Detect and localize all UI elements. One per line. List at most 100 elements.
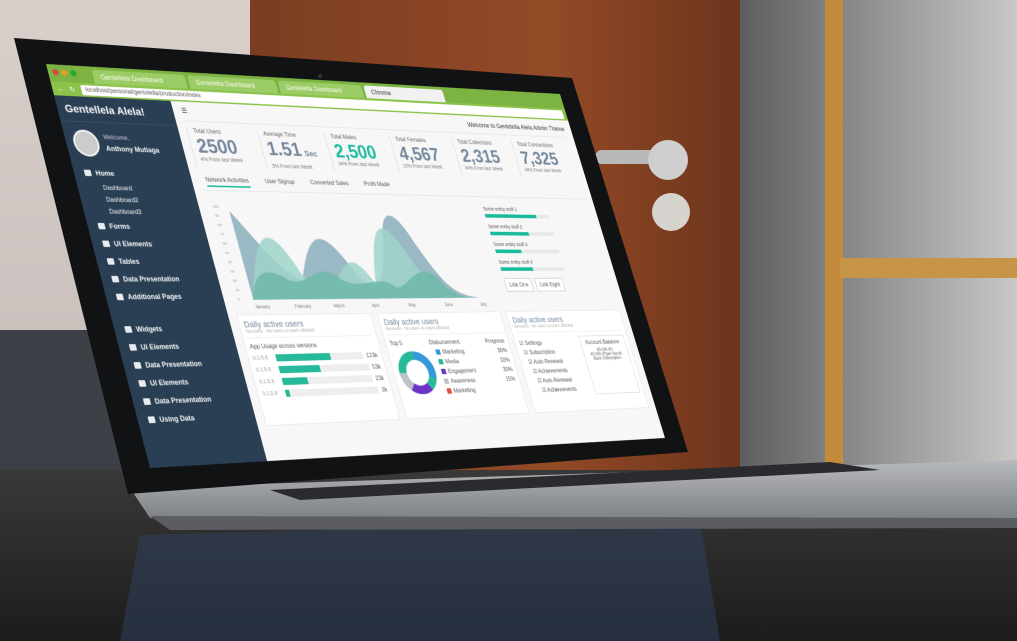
progress-label: Some entity stuff 4 — [498, 260, 534, 266]
sidebar-item-label: Dashboard2 — [105, 196, 140, 204]
legend-item: Marketing 30% — [434, 347, 508, 356]
settings-item[interactable]: ☑ Settings — [518, 339, 577, 347]
menu-icon — [101, 240, 111, 247]
usage-value: 53k — [371, 363, 382, 371]
usage-bar — [281, 375, 374, 386]
link-button[interactable]: Link One — [503, 277, 535, 292]
sidebar-item[interactable]: UI Elements — [90, 235, 211, 253]
hamburger-icon[interactable]: ☰ — [180, 106, 189, 115]
chart-links: Link One Link Eight — [503, 277, 571, 292]
stat-number: 2500 — [194, 134, 241, 159]
sidebar-item-label: Dashboard3 — [108, 208, 143, 216]
settings-item[interactable]: ☑ Auto Renewal — [537, 376, 589, 384]
usage-value: 23k — [374, 374, 385, 382]
stat-value: 4,567 — [396, 142, 454, 165]
link-button[interactable]: Link Eight — [533, 277, 567, 292]
settings-item[interactable]: ☑ Subscription — [523, 348, 580, 356]
stat-value: 7,325 — [518, 147, 572, 169]
settings-item[interactable]: ☑ Achievements — [532, 367, 586, 375]
sidebar-item-label: Data Presentation — [122, 275, 181, 284]
legend-label: Awareness — [450, 376, 477, 385]
door-lock — [652, 193, 690, 231]
profile: Welcome, Anthony Mutiaga — [61, 121, 189, 167]
panel-heading: App Usage across versions — [248, 341, 318, 351]
progress-bar — [484, 213, 550, 219]
area-series — [245, 271, 480, 300]
stat-number: 4,567 — [396, 142, 442, 166]
menu-icon — [115, 293, 125, 301]
settings-item[interactable]: ☑ Auto Renewal — [527, 357, 583, 366]
chart-tab[interactable]: Network Activities — [204, 176, 251, 188]
stat-sub: 34% From last Week — [524, 167, 563, 174]
sidebar-item[interactable]: Tables — [95, 253, 216, 271]
usage-row: 0.1.5.6 3k — [262, 386, 388, 398]
chart-tab[interactable]: User Signup — [264, 177, 296, 186]
user-name: Anthony Mutiaga — [105, 144, 161, 154]
laptop-base — [130, 460, 1017, 520]
menu-icon — [128, 344, 138, 351]
legend-label: Engagement — [447, 367, 478, 375]
back-icon[interactable]: ← — [55, 84, 65, 93]
sidebar-item[interactable]: Data Presentation — [99, 270, 220, 288]
stat-card: Total Users 2500 4% From last Week — [185, 127, 267, 169]
settings-item[interactable]: ☑ Achievements — [541, 385, 591, 394]
main-content: ☰ Welcome to Gentelella Alela Admin Theme… — [171, 101, 665, 461]
reload-icon[interactable]: ↻ — [68, 84, 76, 93]
settings-label: Settings — [523, 339, 543, 347]
stat-number: 7,325 — [517, 147, 561, 170]
legend-item: Media 10% — [437, 356, 511, 365]
progress-label: Some entity stuff 3 — [492, 242, 529, 248]
menu-icon — [97, 222, 106, 230]
legend-swatch — [440, 368, 447, 375]
stat-sub: 12% From last Week — [402, 163, 444, 171]
sidebar-item-label: Data Presentation — [144, 359, 203, 370]
y-tick-label: 100 — [212, 204, 220, 209]
sidebar-item-label: Using Data — [158, 413, 196, 424]
stat-number: 2,500 — [331, 139, 379, 164]
panel-note: No users vs users affected — [404, 326, 450, 332]
progress-bar — [489, 231, 555, 236]
version-label: 0.1.5.6 — [255, 367, 272, 374]
stat-number: 2,315 — [458, 144, 503, 168]
col-header: Top 5 — [388, 339, 404, 347]
sidebar-item-label: UI Elements — [112, 239, 154, 249]
sidebar-item-label: Forms — [108, 222, 131, 231]
balance-line: Basic Subscription — [593, 356, 623, 362]
legend-label: Media — [444, 357, 460, 365]
area-chart: January February March April May June July 0 10 2… — [212, 204, 488, 310]
legend-swatch — [437, 359, 444, 365]
stat-value: 2,500 — [331, 140, 391, 164]
usage-bar — [284, 386, 380, 397]
legend-item: Marketing — [446, 385, 519, 394]
stat-value: 2500 — [194, 134, 259, 159]
chart-tab[interactable]: Profit Made — [362, 180, 391, 188]
version-label: 0.1.5.6 — [252, 355, 269, 362]
sidebar-item-label: Data Presentation — [153, 395, 213, 406]
progress-bar — [500, 267, 565, 271]
settings-label: Achievements — [537, 367, 569, 375]
panel-app-usage: Daily active users Sessions · No users v… — [236, 313, 401, 427]
keyboard — [270, 462, 880, 500]
laptop-front-edge — [150, 516, 1017, 530]
door-handle-rose — [648, 140, 688, 180]
usage-row: 0.1.5.6 23k — [259, 375, 385, 386]
version-label: 0.1.5.6 — [258, 379, 276, 386]
stat-card: Average Time 1.51Sec 3% From last Week — [256, 130, 335, 171]
sidebar-item[interactable]: Using Data — [135, 406, 257, 429]
legend-swatch — [446, 388, 453, 394]
stat-sub: 34% From last Week — [337, 161, 381, 169]
stat-sub: 34% From last Week — [464, 165, 504, 173]
menu-icon — [142, 398, 152, 406]
stat-sub: 4% From last Week — [200, 157, 244, 164]
sidebar-item-label: UI Elements — [149, 377, 190, 388]
sidebar-item[interactable]: Additional Pages — [104, 287, 225, 306]
shelf-post — [825, 0, 843, 470]
usage-bar — [278, 363, 371, 374]
usage-bar — [275, 352, 364, 362]
settings-label: Auto Renewal — [541, 376, 573, 384]
menu-icon — [147, 416, 156, 424]
stat-number: 1.51 — [264, 137, 304, 161]
usage-value: 123k — [365, 351, 379, 359]
chart-tab[interactable]: Converted Sales — [309, 179, 350, 187]
sidebar-item[interactable]: Forms — [85, 217, 206, 236]
